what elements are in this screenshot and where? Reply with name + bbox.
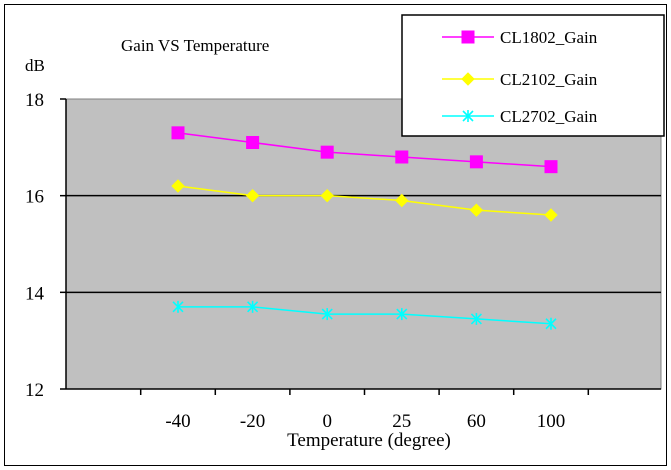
legend-label: CL2102_Gain	[500, 70, 598, 89]
data-point	[172, 300, 184, 313]
data-point	[469, 155, 483, 169]
data-point	[395, 193, 409, 208]
x-tick-label: 25	[392, 411, 411, 432]
x-axis-label: Temperature (degree)	[287, 430, 451, 451]
data-point	[469, 203, 484, 217]
x-tick-label: 100	[537, 411, 566, 432]
x-tick-label: -20	[240, 411, 265, 432]
data-point	[245, 188, 260, 203]
data-point	[544, 208, 558, 222]
legend-label: CL2702_Gain	[500, 107, 598, 126]
data-point	[545, 317, 557, 330]
y-axis-unit-label: dB	[25, 56, 45, 75]
data-point	[396, 308, 408, 321]
legend-entry: CL1802_Gain	[442, 28, 598, 47]
legend: CL1802_Gain CL2102_Gain CL2702_Gain	[442, 28, 598, 126]
series-CL2702_Gain	[172, 300, 557, 330]
data-point	[247, 300, 259, 313]
legend-entry: CL2702_Gain	[442, 107, 598, 126]
y-ticks: 12 14 16 18	[25, 90, 66, 401]
gridlines	[66, 194, 661, 294]
legend-entry: CL2102_Gain	[442, 70, 598, 89]
series-line	[177, 132, 552, 168]
legend-marker	[461, 72, 475, 86]
legend-marker	[462, 110, 474, 122]
gain-vs-temperature-chart: 12 14 16 18 -40 -20 0 25 60 100 Gain VS Temperat…	[25, 14, 665, 451]
x-tick-label: -40	[165, 411, 190, 432]
chart-title: Gain VS Temperature	[121, 36, 269, 55]
legend-marker	[461, 30, 475, 44]
x-ticks: -40 -20 0 25 60 100	[139, 389, 590, 432]
x-tick-label: 60	[467, 411, 486, 432]
data-point	[320, 145, 334, 159]
series-CL2102_Gain	[171, 179, 558, 222]
y-tick-label: 14	[25, 283, 45, 304]
series-line	[177, 185, 552, 216]
data-point	[246, 136, 260, 149]
x-tick-label: 0	[322, 411, 332, 432]
data-point	[470, 312, 482, 325]
chart-frame: 12 14 16 18 -40 -20 0 25 60 100 Gain VS Temperat…	[4, 4, 667, 466]
data-point	[171, 179, 185, 193]
data-point	[395, 150, 409, 164]
y-tick-label: 12	[25, 380, 44, 401]
series-line	[178, 306, 552, 325]
data-point	[171, 126, 185, 140]
plot-area	[65, 98, 662, 390]
series	[171, 126, 558, 330]
data-point	[321, 308, 333, 321]
series-CL1802_Gain	[171, 126, 558, 174]
y-tick-label: 16	[25, 187, 44, 208]
data-point	[320, 188, 334, 203]
y-tick-label: 18	[25, 90, 44, 111]
legend-label: CL1802_Gain	[500, 28, 598, 47]
data-point	[544, 160, 558, 174]
